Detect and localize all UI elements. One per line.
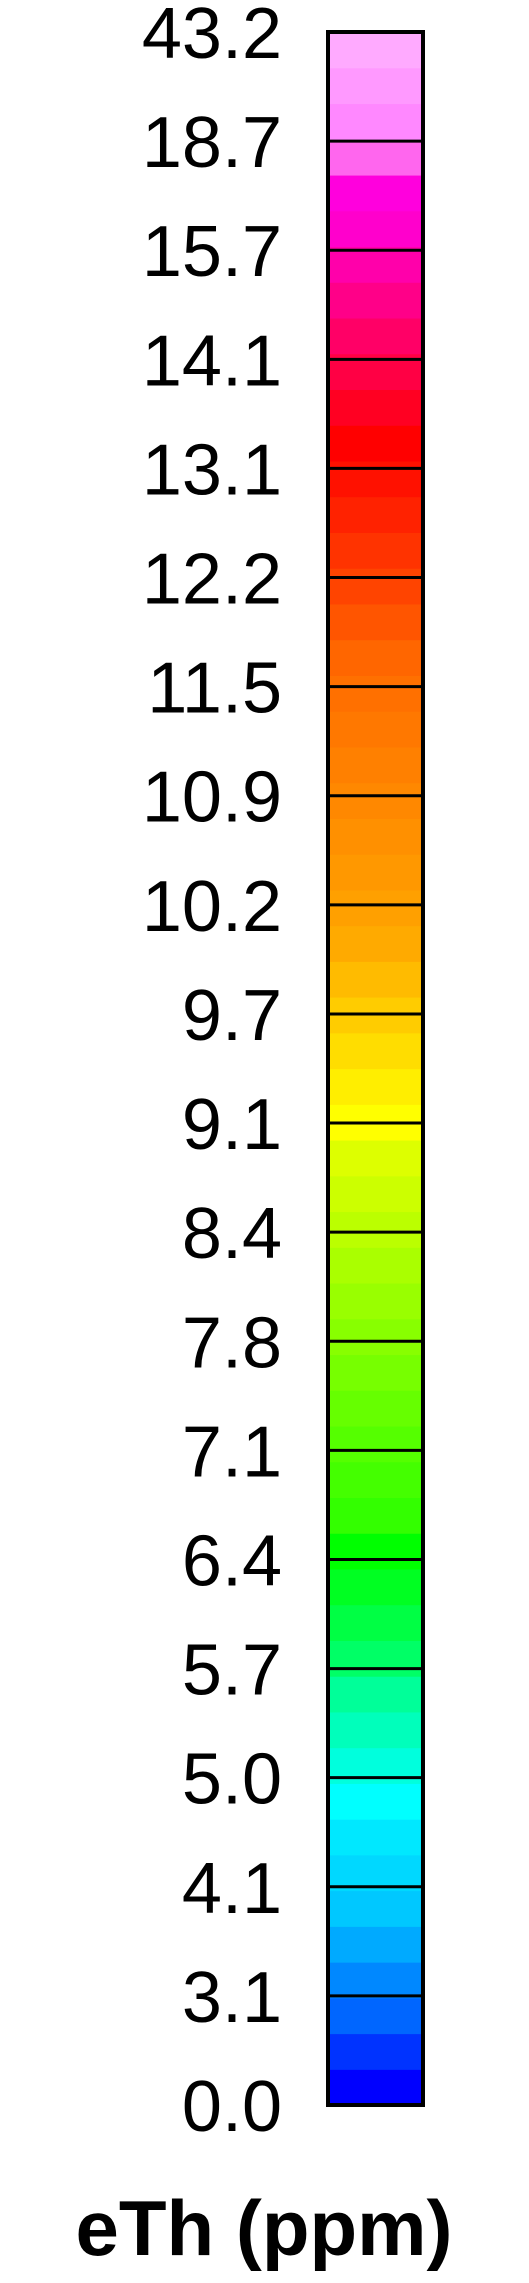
tick-label: 6.4: [182, 1521, 282, 1601]
tick-label: 4.1: [182, 1849, 282, 1929]
color-swatch: [328, 317, 423, 355]
color-swatch: [328, 1854, 423, 1892]
color-swatch: [328, 1533, 423, 1570]
color-swatch: [328, 1711, 423, 1749]
color-swatch: [328, 1783, 423, 1820]
color-swatch: [328, 496, 423, 533]
legend-title: eTh (ppm): [76, 2184, 453, 2272]
tick-label: 13.1: [142, 430, 282, 510]
tick-label: 12.2: [142, 540, 282, 620]
color-swatch: [328, 139, 423, 176]
color-swatch: [328, 460, 423, 498]
color-swatch: [328, 103, 423, 140]
colorbar-frame: [326, 30, 425, 2107]
tick-label: 43.2: [142, 0, 282, 74]
color-swatch: [328, 389, 423, 426]
tick-label: 7.1: [182, 1412, 282, 1492]
color-swatch: [328, 1318, 423, 1356]
tick-label: 7.8: [182, 1303, 282, 1383]
color-swatch: [328, 1676, 423, 1713]
color-swatch: [328, 603, 423, 641]
color-swatch: [328, 1568, 423, 1606]
color-swatch: [328, 568, 423, 605]
color-swatch: [328, 532, 423, 569]
color-swatch: [328, 67, 423, 105]
color-swatch: [328, 174, 423, 212]
tick-label: 10.2: [142, 867, 282, 947]
tick-label: 18.7: [142, 103, 282, 183]
color-swatch: [328, 639, 423, 676]
color-swatch: [328, 32, 423, 69]
color-swatch: [328, 425, 423, 462]
tick-label: 5.0: [182, 1740, 282, 1820]
color-swatch: [328, 1604, 423, 1641]
color-swatch: [328, 1211, 423, 1248]
tick-label: 15.7: [142, 212, 282, 292]
tick-labels: 0.0 3.1 4.1 5.0 5.7 6.4 7.1 7.8 8.4 9.1 9.7 10.2 10.…: [142, 0, 282, 2147]
color-swatch: [328, 1997, 423, 2035]
color-swatch: [328, 1390, 423, 1427]
color-swatch: [328, 1032, 423, 1070]
color-swatch: [328, 1640, 423, 1677]
tick-label: 11.5: [147, 649, 282, 729]
color-swatch: [328, 2069, 423, 2106]
color-swatch: [328, 1926, 423, 1963]
tick-label: 8.4: [182, 1194, 282, 1274]
color-swatch: [328, 854, 423, 891]
color-swatch: [328, 246, 423, 283]
color-swatch: [328, 1247, 423, 1284]
tick-label: 10.9: [142, 758, 282, 838]
color-swatch: [328, 961, 423, 998]
color-swatch: [328, 1139, 423, 1177]
tick-label: 0.0: [182, 2067, 282, 2147]
color-swatch: [328, 1890, 423, 1927]
color-swatch: [328, 889, 423, 927]
color-swatch: [328, 1819, 423, 1856]
color-swatch: [328, 711, 423, 748]
color-swatch: [328, 1282, 423, 1320]
color-swatch: [328, 210, 423, 248]
color-swatch: [328, 1425, 423, 1463]
color-swatch: [328, 782, 423, 819]
color-swatch: [328, 746, 423, 784]
color-swatch: [328, 282, 423, 319]
tick-separators: [328, 139, 423, 1998]
color-swatch: [328, 1175, 423, 1213]
tick-label: 9.1: [182, 1085, 282, 1165]
color-swatches: [328, 32, 423, 2106]
color-swatch: [328, 2033, 423, 2070]
tick-label: 5.7: [182, 1631, 282, 1711]
tick-label: 9.7: [182, 976, 282, 1056]
color-swatch: [328, 1354, 423, 1391]
color-swatch: [328, 925, 423, 962]
color-swatch: [328, 1497, 423, 1534]
tick-label: 14.1: [142, 321, 282, 401]
color-swatch: [328, 1962, 423, 1999]
color-swatch: [328, 675, 423, 712]
tick-label: 3.1: [182, 1958, 282, 2038]
color-swatch: [328, 818, 423, 855]
color-swatch: [328, 1461, 423, 1498]
color-swatch: [328, 1068, 423, 1105]
